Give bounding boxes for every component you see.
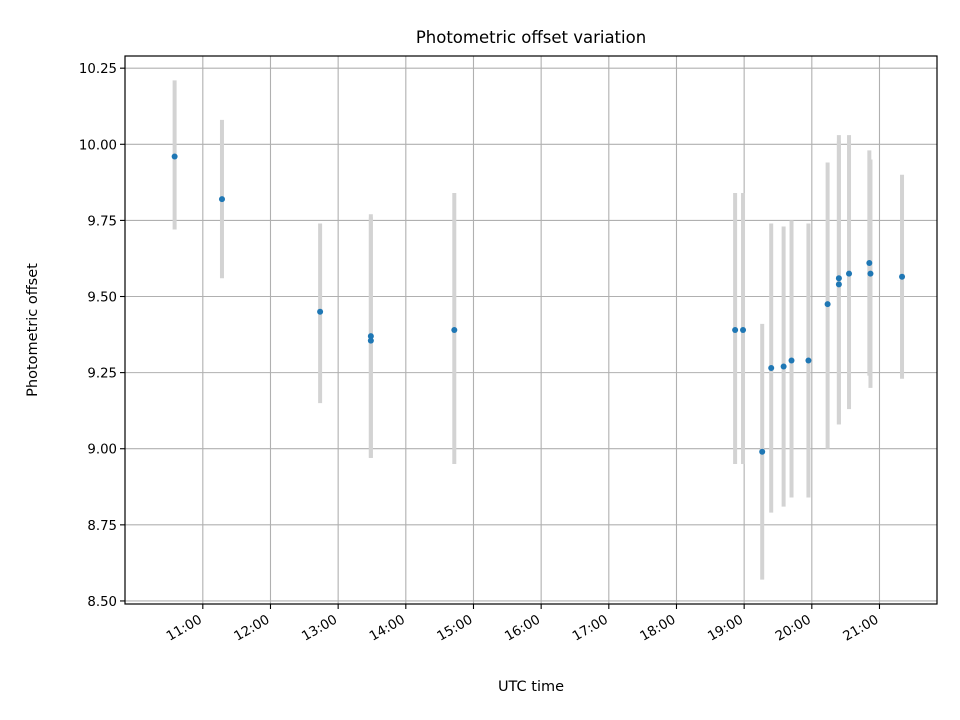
x-tick-label: 14:00 bbox=[367, 612, 408, 644]
data-point bbox=[768, 365, 775, 372]
x-tick-label: 12:00 bbox=[232, 612, 273, 644]
data-point bbox=[788, 357, 795, 364]
x-tick-label: 20:00 bbox=[773, 612, 814, 644]
data-point bbox=[451, 327, 458, 333]
data-point bbox=[824, 301, 831, 308]
data-point bbox=[740, 327, 747, 333]
data-point bbox=[759, 448, 766, 455]
y-tick-label: 9.25 bbox=[87, 367, 117, 382]
y-tick-label: 9.75 bbox=[87, 214, 117, 229]
data-point bbox=[846, 270, 853, 277]
data-point bbox=[835, 281, 842, 288]
chart-title: Photometric offset variation bbox=[416, 28, 646, 47]
data-point bbox=[835, 275, 842, 282]
y-tick-label: 9.00 bbox=[87, 443, 117, 458]
x-tick-label: 15:00 bbox=[435, 612, 476, 644]
x-axis-label: UTC time bbox=[498, 679, 564, 695]
plot-frame bbox=[124, 55, 938, 605]
y-tick-label: 10.25 bbox=[79, 62, 117, 77]
x-tick-label: 21:00 bbox=[841, 612, 882, 644]
x-axis-ticks: 11:00 12:00 13:00 14:00 15:00 16:00 17:00 18:00… bbox=[164, 604, 881, 645]
x-tick-label: 16:00 bbox=[502, 612, 543, 644]
data-point bbox=[218, 196, 225, 203]
y-tick-label: 9.50 bbox=[87, 291, 117, 306]
y-tick-label: 8.50 bbox=[87, 595, 117, 610]
y-tick-label: 10.00 bbox=[79, 138, 117, 153]
data-point bbox=[780, 363, 787, 370]
x-tick-label: 19:00 bbox=[705, 612, 746, 644]
y-axis-label: Photometric offset bbox=[25, 263, 41, 397]
x-tick-label: 18:00 bbox=[638, 612, 679, 644]
y-tick-label: 8.75 bbox=[87, 519, 117, 534]
data-point bbox=[899, 273, 906, 280]
data-point bbox=[732, 327, 739, 333]
data-point bbox=[171, 153, 178, 160]
data-point bbox=[805, 357, 812, 364]
y-axis-ticks: 8.50 8.75 9.00 9.25 9.50 9.75 10.00 10.25 bbox=[79, 62, 125, 610]
error-bars bbox=[172, 80, 905, 580]
data-point bbox=[867, 270, 874, 277]
data-point bbox=[317, 308, 324, 315]
data-point bbox=[866, 260, 873, 267]
x-tick-label: 17:00 bbox=[570, 612, 611, 644]
data-point bbox=[367, 337, 374, 344]
x-tick-label: 11:00 bbox=[164, 612, 205, 644]
data-point bbox=[367, 333, 374, 340]
x-tick-label: 13:00 bbox=[299, 612, 340, 644]
data-points bbox=[171, 153, 906, 455]
grid bbox=[125, 56, 937, 604]
